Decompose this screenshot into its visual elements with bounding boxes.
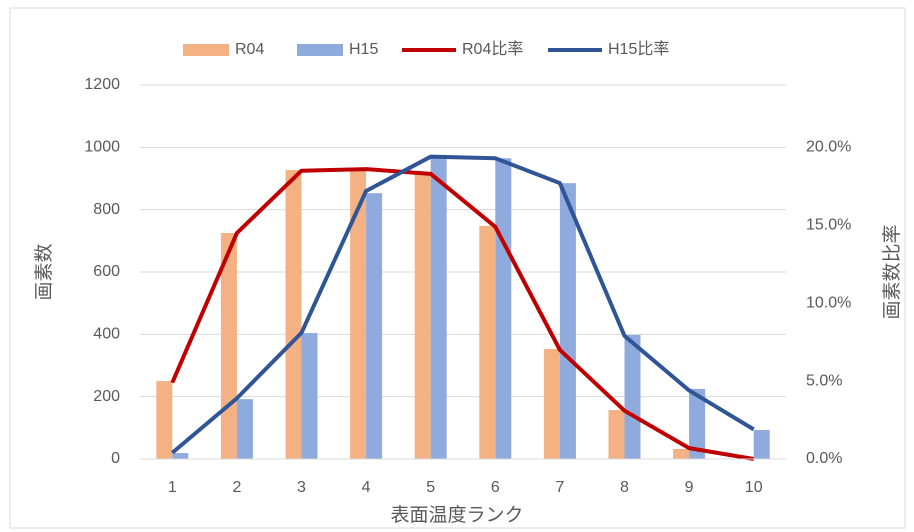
y-tick-label: 400 — [93, 326, 120, 343]
bar — [559, 183, 576, 460]
y2-tick-label: 5.0% — [806, 372, 842, 389]
bar — [753, 430, 770, 459]
x-tick-label: 2 — [232, 479, 241, 496]
x-tick-label: 9 — [685, 479, 694, 496]
y-tick-label: 0 — [111, 450, 120, 467]
x-tick-label: 7 — [555, 479, 564, 496]
y-tick-label: 1200 — [84, 76, 120, 93]
y2-tick-label: 10.0% — [806, 294, 851, 311]
line — [171, 154, 755, 455]
bar — [430, 155, 447, 459]
legend-label: R04 — [235, 41, 264, 58]
bar — [624, 334, 641, 459]
y2-tick-label: 15.0% — [806, 216, 851, 233]
chart-border — [9, 7, 906, 529]
x-tick-label: 10 — [745, 479, 763, 496]
bar — [236, 399, 253, 459]
x-tick-label: 8 — [620, 479, 629, 496]
bar — [414, 172, 431, 459]
y-tick-label: 1000 — [84, 139, 120, 156]
x-tick-label: 5 — [426, 479, 435, 496]
line — [170, 167, 755, 461]
bar — [479, 225, 496, 459]
bar — [285, 170, 302, 459]
bar — [608, 410, 625, 459]
x-tick-label: 4 — [362, 479, 371, 496]
bar — [543, 348, 560, 459]
legend-swatch — [297, 44, 343, 56]
y-tick-label: 200 — [93, 388, 120, 405]
x-tick-label: 1 — [168, 479, 177, 496]
bar — [689, 388, 706, 459]
y2-axis-label: 画素数比率 — [881, 224, 903, 319]
legend-label: H15比率 — [608, 40, 669, 58]
y-tick-label: 600 — [93, 263, 120, 280]
x-tick-label: 6 — [491, 479, 500, 496]
y2-tick-label: 0.0% — [806, 450, 842, 467]
y2-tick-label: 20.0% — [806, 139, 851, 156]
legend-swatch — [183, 44, 229, 56]
bar — [366, 193, 383, 460]
y-axis-label: 画素数 — [33, 243, 55, 300]
bar — [156, 381, 173, 459]
legend-label: R04比率 — [462, 40, 523, 58]
bar — [495, 158, 512, 459]
bar — [301, 333, 318, 459]
bar — [673, 449, 690, 459]
x-axis-label: 表面温度ランク — [390, 504, 523, 526]
legend-label: H15 — [349, 41, 378, 58]
bar — [350, 169, 367, 459]
y-tick-label: 800 — [93, 201, 120, 218]
bar — [172, 453, 189, 459]
x-tick-label: 3 — [297, 479, 306, 496]
